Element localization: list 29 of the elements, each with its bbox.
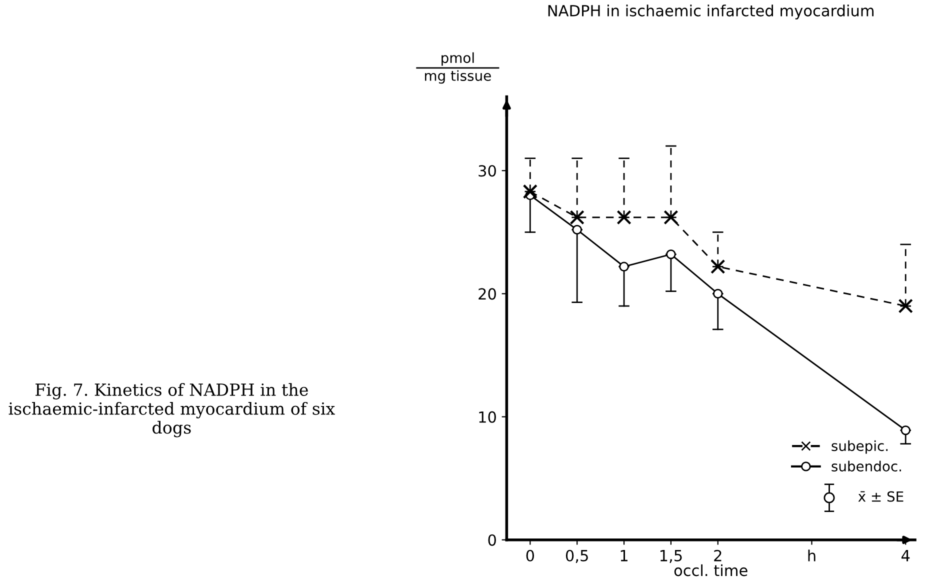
x-tick-label: 0 — [526, 550, 534, 562]
y-axis-title: pmol mg tissue — [425, 52, 491, 84]
x-axis-title: occl. time — [674, 564, 748, 576]
y-tick-label: 10 — [479, 411, 496, 423]
point — [570, 210, 584, 225]
point — [713, 288, 723, 299]
x-tick-label: 0,5 — [566, 550, 588, 563]
point — [666, 249, 676, 260]
x-tick-label: h — [808, 550, 816, 562]
x-tick-label: 1 — [620, 550, 628, 562]
x-tick-label: 1,5 — [660, 550, 682, 563]
point — [898, 298, 913, 314]
caption: Fig. 7. Kinetics of NADPH in the ischaemic-infarcted myocardium of six dogs — [8, 383, 335, 438]
chart-title: NADPH in ischaemic infarcted myocardium — [548, 4, 874, 20]
x-tick-label: 4 — [902, 550, 910, 562]
y-tick-label: 30 — [478, 165, 496, 177]
point — [619, 262, 629, 272]
y-tick-label: 20 — [478, 288, 496, 300]
point — [900, 425, 910, 436]
legend-label: subendoc. — [832, 460, 902, 472]
point — [572, 224, 582, 235]
point — [616, 210, 632, 225]
point — [664, 210, 678, 225]
point — [522, 184, 538, 199]
legend-label: subepic. — [832, 440, 888, 454]
x-tick-label: 2 — [714, 550, 722, 562]
point — [710, 259, 726, 274]
annotation: x̄ ± SE — [858, 491, 904, 502]
y-tick-label: 0 — [488, 534, 496, 546]
